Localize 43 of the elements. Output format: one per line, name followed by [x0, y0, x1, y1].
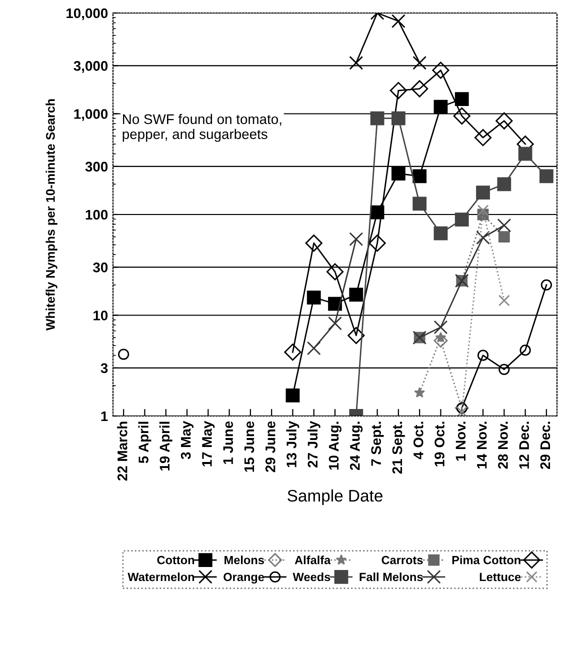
legend-label: Watermelon: [128, 572, 194, 582]
x-tick-label: 19 April: [159, 422, 172, 470]
x-tick-label: 19 Oct.: [434, 422, 444, 466]
y-tick-label: 10: [94, 310, 108, 320]
y-tick-label: 3: [100, 363, 108, 374]
x-tick-label: 7 Sept.: [371, 422, 384, 466]
legend-label: Pima Cotton: [452, 556, 520, 564]
x-tick-label: 24 Aug.: [350, 422, 363, 470]
x-tick-label: 21 Sept.: [392, 422, 405, 474]
x-tick-label: 1 Nov.: [456, 422, 466, 461]
x-tick-label: 14 Nov.: [477, 422, 487, 468]
y-tick-label: 3,000: [74, 61, 108, 73]
y-axis-title: Whitefly Nymphs per 10-minute Search: [46, 99, 58, 330]
legend-label: Melons: [224, 556, 264, 564]
x-tick-label: 22 March: [117, 422, 128, 481]
x-tick-label: 1 June: [223, 421, 234, 464]
legend-label: Weeds: [292, 572, 330, 582]
legend-label: Alfalfa: [294, 556, 331, 564]
x-tick-label: 29 Dec.: [540, 422, 550, 470]
y-tick-label: 10,000: [66, 8, 108, 20]
x-tick-label: 12 Dec.: [519, 422, 530, 469]
y-tick-label: 300: [85, 162, 108, 172]
x-tick-label: 10 Aug.: [328, 422, 342, 470]
x-tick-label: 15 June: [244, 421, 254, 472]
legend-label: Carrots: [382, 556, 423, 564]
x-tick-label: 5 April: [138, 422, 152, 464]
y-tick-label: 1: [101, 411, 108, 422]
legend-label: Lettuce: [480, 572, 521, 582]
x-tick-label: 29 June: [265, 421, 276, 472]
y-tick-label: 100: [86, 210, 108, 220]
y-tick-label: 30: [93, 262, 108, 272]
legend-label: Orange: [224, 572, 264, 584]
x-tick-label: 17 May: [202, 420, 215, 466]
legend-label: Fall Melons: [360, 572, 423, 582]
x-tick-label: 3 May: [180, 420, 194, 460]
x-tick-label: 27 July: [307, 420, 320, 468]
y-tick-label: 1,000: [74, 109, 108, 121]
x-tick-label: 4 Oct.: [413, 422, 424, 460]
x-axis-title: Sample Date: [288, 489, 382, 505]
annotation: No SWF found on tomato, pepper, and sugarbeets: [122, 114, 282, 142]
x-tick-label: 28 Nov.: [498, 422, 508, 469]
legend-label: Cotton: [157, 556, 194, 564]
x-tick-label: 13 July: [286, 420, 300, 468]
